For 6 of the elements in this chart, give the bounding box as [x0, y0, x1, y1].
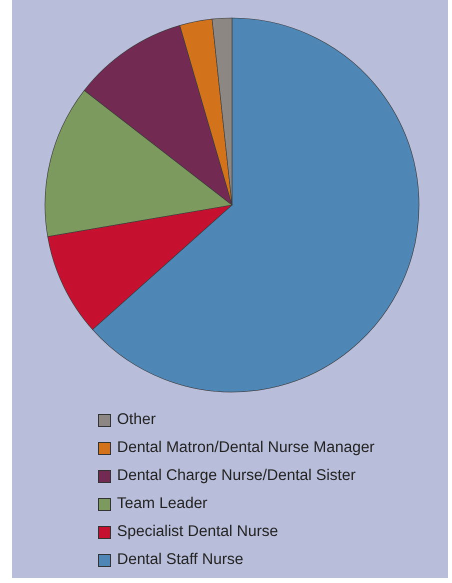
legend-label: Team Leader: [117, 495, 208, 513]
legend-label: Dental Matron/Dental Nurse Manager: [117, 439, 375, 457]
legend-label: Dental Charge Nurse/Dental Sister: [117, 467, 356, 485]
legend-label: Other: [117, 411, 156, 429]
legend-label: Specialist Dental Nurse: [117, 523, 278, 541]
legend-label: Dental Staff Nurse: [117, 551, 244, 569]
